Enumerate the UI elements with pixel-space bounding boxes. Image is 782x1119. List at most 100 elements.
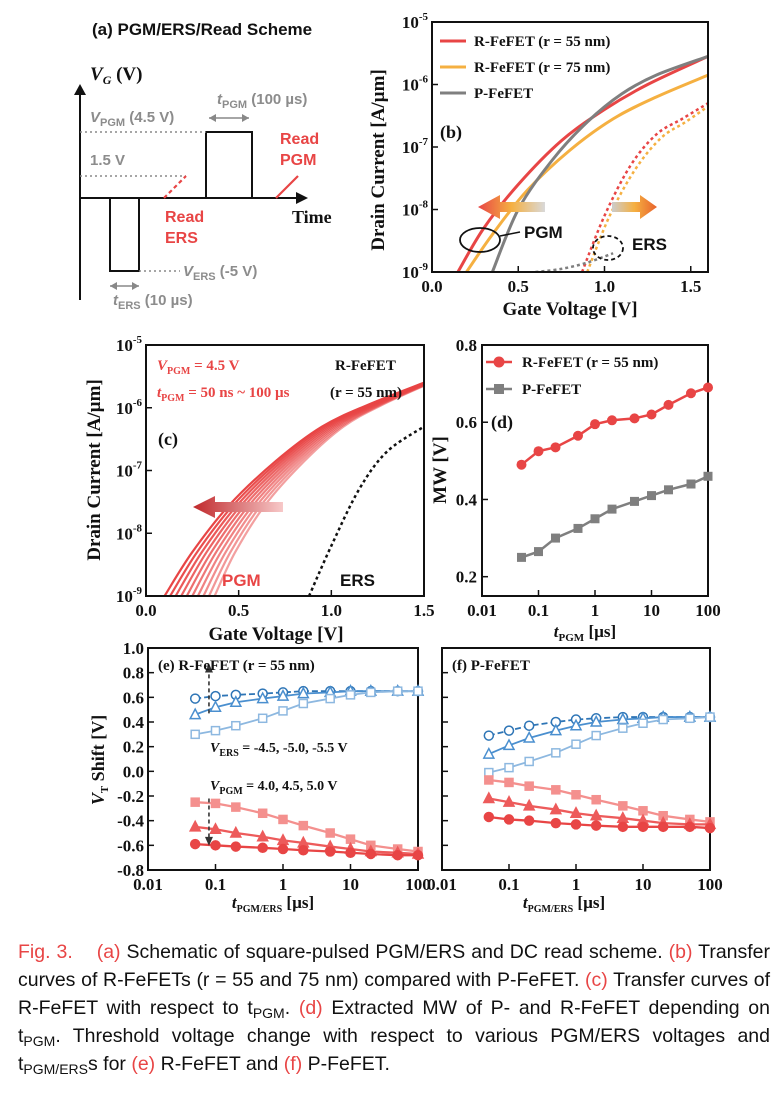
pgm-curve — [208, 384, 424, 596]
data-point — [522, 730, 536, 743]
data-point — [618, 723, 628, 733]
panel-c-xlabel: Gate Voltage [V] — [208, 624, 343, 645]
data-point — [190, 797, 200, 807]
panel-e-tag: (e) R-FeFET (r = 55 nm) — [158, 658, 315, 674]
figure-caption: Fig. 3. (a) Schematic of square-pulsed P… — [18, 938, 770, 1078]
pgm-curve — [191, 383, 424, 596]
caption-c-sub: PGM — [252, 1005, 285, 1021]
data-point — [591, 794, 601, 805]
x-tick-label: 1.5 — [680, 277, 701, 296]
x-tick-label: 0.0 — [421, 277, 442, 296]
caption-fig-label: Fig. 3. — [18, 941, 73, 963]
y-tick-label: 0.4 — [123, 713, 145, 732]
data-point — [209, 700, 222, 712]
figure-3: (a) PGM/ERS/Read Scheme VG (V) Time VPGM… — [74, 11, 723, 915]
panel-e-vpgm-legend: VPGM = 4.0, 4.5, 5.0 V — [210, 779, 338, 797]
data-point — [685, 388, 696, 399]
x-tick-label: 0.1 — [205, 875, 226, 894]
panel-c-ylabel: Drain Current [A/µm] — [84, 379, 105, 561]
caption-a-text: Schematic of square-pulsed PGM/ERS and D… — [120, 941, 669, 963]
panel-b-series — [456, 54, 708, 272]
data-point — [502, 795, 516, 807]
data-point — [703, 382, 713, 393]
panel-f-plot: 0.01 0.1 1 10 100 — [427, 647, 723, 894]
ters-label: tERS (10 µs) — [113, 292, 193, 312]
ers-curve — [535, 252, 614, 272]
data-point — [413, 686, 423, 696]
data-point — [188, 819, 202, 832]
y-tick-label: 0.4 — [456, 490, 478, 509]
y-tick-label: 0.8 — [456, 336, 477, 355]
data-point — [365, 848, 377, 860]
legend-entry: P-FeFET — [522, 382, 581, 398]
data-point — [257, 713, 268, 724]
data-point — [298, 698, 309, 709]
data-point — [684, 821, 696, 833]
data-point — [188, 707, 202, 720]
panel-c-tpgm: tPGM = 50 ns ~ 100 µs — [157, 385, 290, 404]
caption-c-end: . — [284, 997, 299, 1019]
data-point — [298, 845, 309, 856]
data-point — [569, 718, 583, 731]
legend-entry: R-FeFET (r = 55 nm) — [522, 355, 658, 371]
data-point — [524, 781, 534, 791]
x-tick-label: 100 — [405, 875, 431, 894]
pgm-pointer — [499, 231, 521, 237]
data-point — [483, 730, 495, 741]
data-point — [637, 821, 649, 833]
x-tick-label: 1.0 — [321, 601, 342, 620]
pgm-shift-arrow — [478, 195, 545, 219]
panel-e-chart: VT Shift [V] tPGM/ERS [µs] 0.01 0.1 1 10 100… — [88, 639, 431, 915]
data-point — [572, 430, 583, 441]
x-tick-label: 0.5 — [508, 277, 529, 296]
x-tick-label: 0.5 — [228, 601, 249, 620]
caption-c-tag: (c) — [585, 969, 608, 991]
y-tick-label: 0.2 — [123, 738, 144, 757]
data-point — [298, 820, 309, 831]
panel-d-xlabel: tPGM [µs] — [554, 622, 616, 644]
ers-curve — [586, 105, 708, 272]
data-point — [503, 814, 515, 825]
data-point — [257, 808, 268, 819]
panel-e-xlabel: tPGM/ERS [µs] — [232, 893, 314, 915]
data-point — [638, 718, 648, 728]
data-point — [590, 514, 600, 524]
data-point — [209, 822, 222, 835]
ers-curve — [307, 425, 424, 596]
read-pgm-ramp — [275, 175, 299, 199]
data-point — [589, 714, 603, 727]
data-point — [230, 841, 242, 852]
panel-c-chart: Drain Current [A/µm] Gate Voltage [V] 0.… — [84, 334, 435, 645]
data-point — [663, 399, 674, 410]
data-point — [504, 777, 514, 788]
panel-b-pgm-label: PGM — [524, 223, 563, 242]
panel-c-device-r: (r = 55 nm) — [330, 385, 402, 401]
caption-b-text: Transfer curves of R-FeFETs (r = 55 and … — [18, 941, 771, 991]
data-point — [646, 409, 657, 420]
x-tick-label: 10 — [342, 875, 359, 894]
time-axis-arrow — [296, 192, 308, 204]
caption-e-pre: s for — [88, 1053, 132, 1075]
data-point — [523, 815, 535, 826]
caption-d-sub: PGM — [23, 1033, 56, 1049]
data-point — [551, 785, 561, 795]
panel-c-device: R-FeFET — [335, 358, 396, 374]
data-point — [278, 814, 288, 825]
caption-d-text: Extracted MW of P- and R-FeFET depending… — [18, 997, 770, 1047]
x-tick-label: 1.0 — [594, 277, 615, 296]
y-tick-label: 10-5 — [402, 11, 429, 32]
data-point — [629, 413, 640, 424]
panel-a-schematic: (a) PGM/ERS/Read Scheme VG (V) Time VPGM… — [74, 20, 332, 312]
data-point — [392, 849, 403, 861]
data-point — [516, 459, 527, 470]
panel-d-legend: R-FeFET (r = 55 nm) P-FeFET — [486, 355, 658, 398]
x-tick-label: 10 — [635, 875, 652, 894]
data-point — [325, 693, 335, 704]
v15-label: 1.5 V — [90, 152, 125, 169]
plot-frame — [481, 344, 709, 597]
data-point — [551, 748, 561, 758]
data-point — [325, 828, 335, 838]
data-point — [549, 802, 563, 815]
data-point — [412, 849, 424, 861]
ers-shift-arrow — [612, 195, 657, 219]
